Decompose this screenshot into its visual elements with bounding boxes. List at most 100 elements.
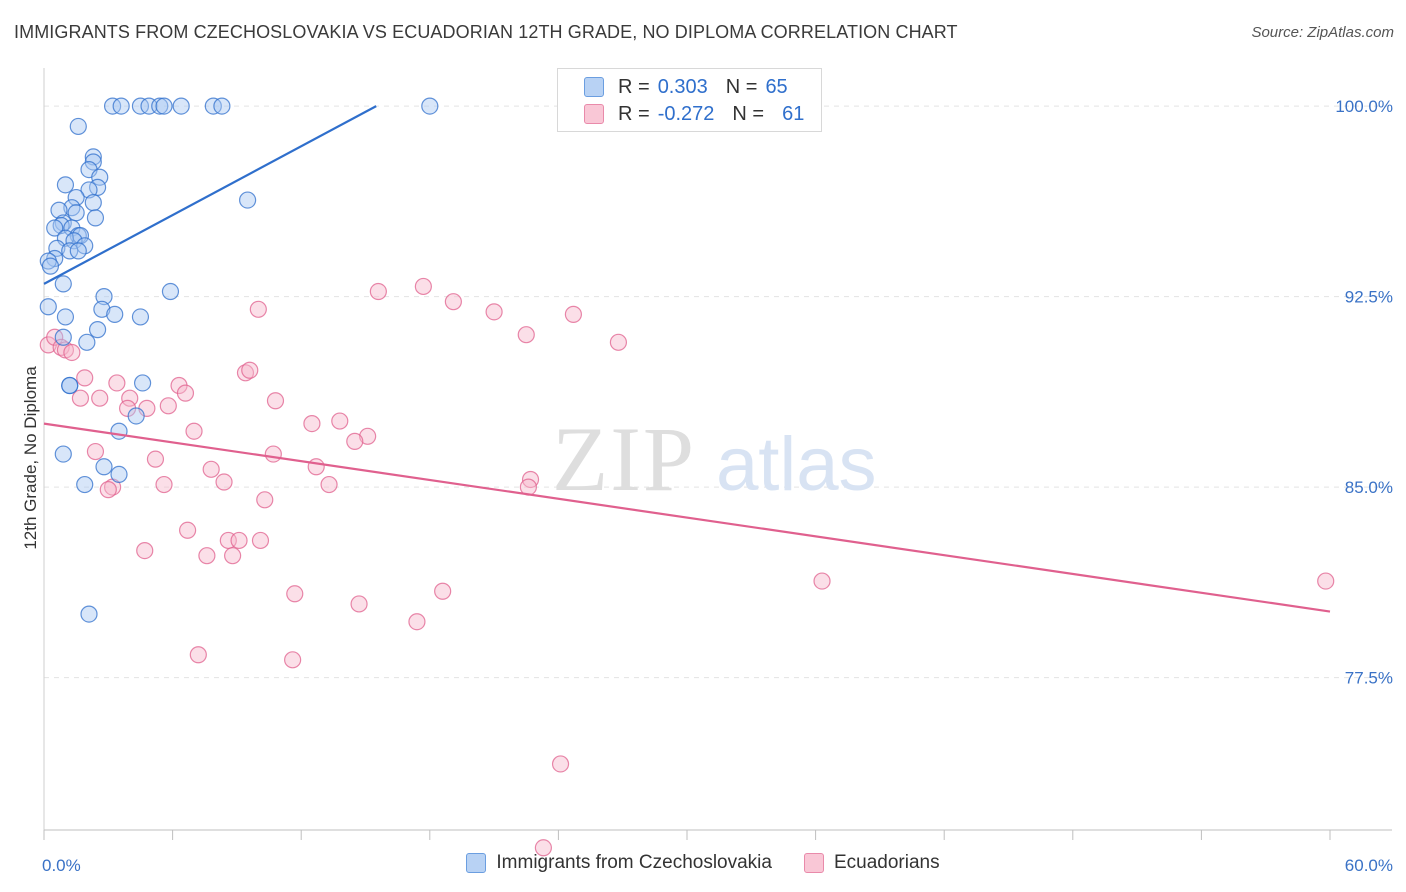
ecuadorian-point [179,521,197,539]
ecuadorian-point [86,442,105,461]
czechoslovakia-point [95,288,113,306]
ecuadorian-point [307,458,325,476]
czechoslovakia-point [93,300,111,318]
y-tick-label: 85.0% [1345,478,1393,497]
ecuadorian-point [284,651,302,669]
czechoslovakia-point [69,242,87,260]
axes [43,68,1392,840]
y-tick-label: 77.5% [1345,669,1393,688]
ecuadorian-point [414,277,432,296]
czechoslovakia-point [151,97,169,115]
ecuadorian-point [444,293,462,311]
ecuadorian-point [91,389,109,407]
czechoslovakia-point [56,176,75,194]
ecuadorian-point [434,582,452,600]
ecuadorian-point [71,389,90,407]
ecuadorian-point [176,384,195,402]
czechoslovakia-point [213,97,231,115]
legend-r-value: 0.303 [657,75,708,98]
legend-n-label: N = [725,75,758,98]
ecuadorian-point [155,475,173,494]
ecuadorian-point [1317,572,1335,590]
ecuadorian-point [609,333,628,351]
czechoslovakia-point [67,188,85,207]
czechoslovakia-trend-line [43,105,377,285]
czechoslovakia-points [39,97,439,623]
ecuadorian-point [303,415,321,433]
legend-r-label: R = [618,75,650,98]
czechoslovakia-point [127,407,145,425]
ecuadorian-point [202,460,220,478]
czechoslovakia-point [80,181,98,199]
ecuadorian-point [249,300,267,318]
ecuadorian-point [320,475,338,494]
ecuadorian-point [266,392,285,410]
czechoslovakia-point [48,239,66,257]
ecuadorian-trend-line [43,422,1331,613]
ecuadorian-point [346,432,364,450]
y-tick-label: 92.5% [1345,288,1393,307]
ecuadorian-point [359,427,377,445]
czechoslovakia-point [88,321,107,339]
ecuadorian-point [286,585,304,603]
x-tick-label: 0.0% [42,856,81,875]
czechoslovakia-point [239,191,257,209]
legend-swatch-pink [584,104,604,124]
czechoslovakia-point [421,97,439,115]
ecuadorian-point [185,422,203,440]
ecuadorian-point [251,531,270,550]
czechoslovakia-point [155,97,173,115]
czechoslovakia-point [78,333,96,351]
czechoslovakia-point [61,376,79,395]
ecuadorian-point [63,343,81,362]
czechoslovakia-point [76,475,94,494]
watermark-zip: ZIP [552,408,696,510]
chart-title: IMMIGRANTS FROM CZECHOSLOVAKIA VS ECUADO… [14,22,958,42]
ecuadorian-point [159,397,177,415]
x-tick-label: 60.0% [1345,856,1393,875]
legend-n-label: N = [732,102,765,125]
ecuadorian-point [198,547,216,565]
ecuadorian-point [146,450,165,468]
czechoslovakia-point [56,308,75,326]
ecuadorian-point [813,572,831,590]
series-legend: Immigrants from Czechoslovakia Ecuadoria… [0,852,1406,874]
ecuadorian-point [350,595,368,613]
ecuadorian-point [136,541,154,560]
legend-n-value: 61 [782,102,805,125]
ecuadorian-point [264,445,282,463]
czechoslovakia-point [41,257,60,275]
czechoslovakia-point [54,275,72,293]
ecuadorian-point [76,369,94,387]
ecuadorian-point [108,374,126,392]
ecuadorian-point [408,613,426,631]
czechoslovakia-point [161,282,180,301]
czechoslovakia-point [84,194,102,212]
legend-swatch-blue [584,77,604,97]
czechoslovakia-point [65,232,83,250]
legend-item-czechoslovakia[interactable]: Immigrants from Czechoslovakia [466,852,772,874]
legend-item-ecuadorians[interactable]: Ecuadorians [803,852,940,874]
ecuadorian-point [564,305,583,323]
czechoslovakia-point [39,298,57,316]
y-axis-title: 12th Grade, No Diploma [21,366,40,550]
legend-n-value: 65 [765,75,788,98]
ecuadorian-point [369,282,387,301]
ecuadorian-point [215,473,233,491]
ecuadorian-point [230,531,248,550]
czechoslovakia-point [106,305,124,323]
watermark: ZIP atlas [552,408,877,510]
czechoslovakia-point [95,458,113,476]
czechoslovakia-point [110,422,128,440]
ecuadorians-points [39,277,1335,857]
ecuadorian-point [485,303,503,321]
ecuadorian-point [241,361,259,379]
czechoslovakia-point [80,605,98,623]
czechoslovakia-point [133,374,152,392]
ecuadorian-point [256,491,274,509]
czechoslovakia-point [91,168,109,186]
ecuadorian-point [551,755,570,773]
legend-r-value: -0.272 [657,102,715,125]
legend-row-czechoslovakia: R = 0.303 N = 65 [584,74,788,100]
